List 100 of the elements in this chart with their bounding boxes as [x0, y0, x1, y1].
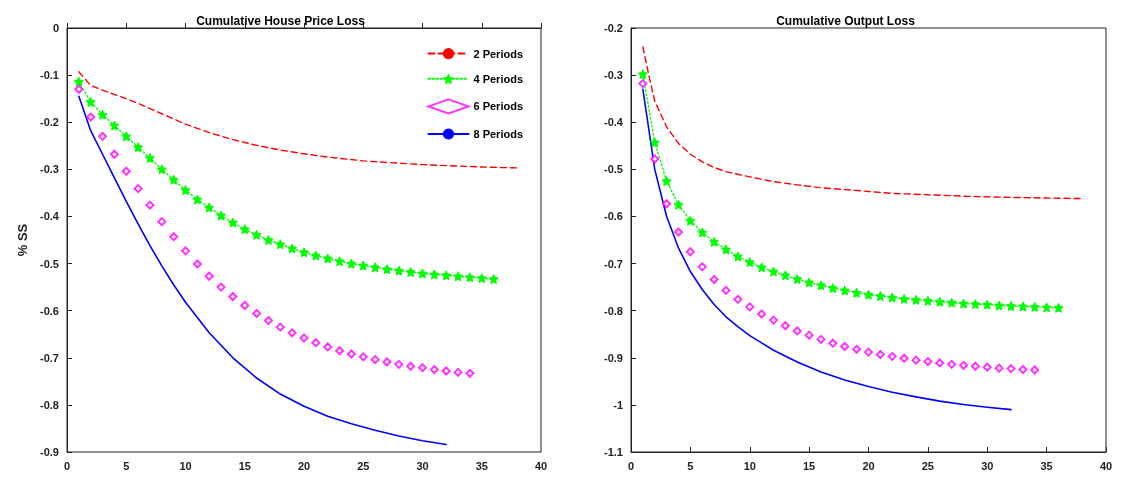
point — [911, 294, 921, 305]
point — [488, 274, 499, 285]
y-tick-label: -0.2 — [604, 22, 623, 34]
x-tick-label: 0 — [63, 459, 71, 472]
y-tick-label: -0.4 — [604, 116, 624, 129]
point — [417, 268, 428, 279]
point — [733, 294, 743, 304]
point — [465, 368, 475, 378]
point — [650, 154, 660, 164]
point — [133, 142, 144, 153]
point — [673, 199, 684, 210]
x-tick-label: 40 — [534, 459, 548, 472]
point — [827, 283, 838, 294]
point — [911, 355, 921, 365]
point — [958, 298, 969, 309]
y-tick-label: 0 — [52, 22, 59, 34]
point — [982, 362, 992, 372]
point — [157, 217, 167, 227]
x-tick-label: 10 — [179, 459, 192, 472]
x-tick-label: 5 — [123, 459, 130, 472]
point — [840, 341, 850, 351]
y-tick-label: -0.3 — [40, 163, 59, 176]
point — [441, 366, 451, 376]
point — [769, 315, 778, 325]
point — [756, 262, 767, 273]
point — [109, 149, 119, 159]
chart-title: Cumulative Output Loss — [776, 14, 916, 28]
x-tick-label: 25 — [357, 459, 370, 472]
point — [453, 367, 463, 377]
point — [875, 291, 886, 302]
y-tick-label: -0.3 — [604, 69, 623, 82]
point — [768, 266, 779, 277]
point — [418, 363, 427, 373]
point — [381, 264, 392, 275]
point — [863, 289, 874, 300]
y-tick-label: -0.7 — [40, 351, 59, 364]
point — [780, 270, 791, 281]
point — [346, 258, 357, 269]
point — [393, 265, 404, 276]
point — [864, 347, 873, 357]
point — [721, 244, 731, 255]
point — [228, 292, 238, 302]
legend-label: 8 Periods — [473, 128, 524, 140]
point — [804, 330, 814, 340]
point — [145, 200, 155, 210]
point — [816, 334, 826, 344]
point — [638, 79, 648, 89]
point — [852, 344, 862, 354]
point — [1006, 364, 1016, 374]
point — [744, 257, 755, 268]
x-tick-label: 15 — [803, 459, 816, 472]
point — [109, 120, 120, 131]
point — [275, 322, 285, 332]
legend-label: 6 Periods — [473, 100, 524, 113]
legend-label: 2 Periods — [473, 47, 524, 60]
point — [1029, 301, 1040, 312]
point — [180, 185, 191, 196]
y-axis-title: % SS — [15, 223, 30, 257]
point — [240, 300, 250, 310]
y-tick-label: -0.6 — [40, 304, 59, 317]
point — [816, 280, 826, 291]
y-tick-label: -0.8 — [604, 304, 623, 317]
point — [792, 274, 803, 285]
point — [322, 253, 333, 264]
point — [204, 271, 214, 281]
point — [346, 349, 356, 359]
point — [994, 300, 1005, 311]
point — [685, 215, 696, 226]
point — [97, 109, 108, 120]
x-tick-label: 5 — [687, 459, 694, 472]
point — [792, 326, 802, 336]
point — [923, 357, 933, 367]
point — [441, 270, 452, 281]
point — [429, 365, 439, 375]
y-tick-label: -0.9 — [40, 446, 59, 458]
point — [637, 69, 648, 80]
point — [935, 358, 945, 368]
point — [181, 246, 190, 256]
point — [311, 338, 321, 348]
point — [721, 285, 731, 295]
x-tick-label: 20 — [297, 459, 311, 472]
point — [86, 112, 96, 122]
point — [121, 166, 131, 176]
point — [875, 349, 885, 359]
point — [780, 321, 790, 331]
point — [661, 176, 672, 187]
x-tick-label: 35 — [475, 459, 488, 472]
point — [839, 285, 850, 296]
point — [74, 84, 84, 94]
point — [662, 199, 672, 209]
point — [1030, 365, 1040, 375]
point — [394, 359, 404, 369]
point — [1053, 302, 1064, 313]
x-tick-label: 20 — [862, 459, 875, 472]
point — [649, 137, 660, 148]
point — [382, 357, 392, 367]
x-tick-label: 15 — [238, 459, 251, 472]
point — [429, 269, 440, 280]
point — [358, 352, 368, 362]
point — [335, 346, 345, 356]
